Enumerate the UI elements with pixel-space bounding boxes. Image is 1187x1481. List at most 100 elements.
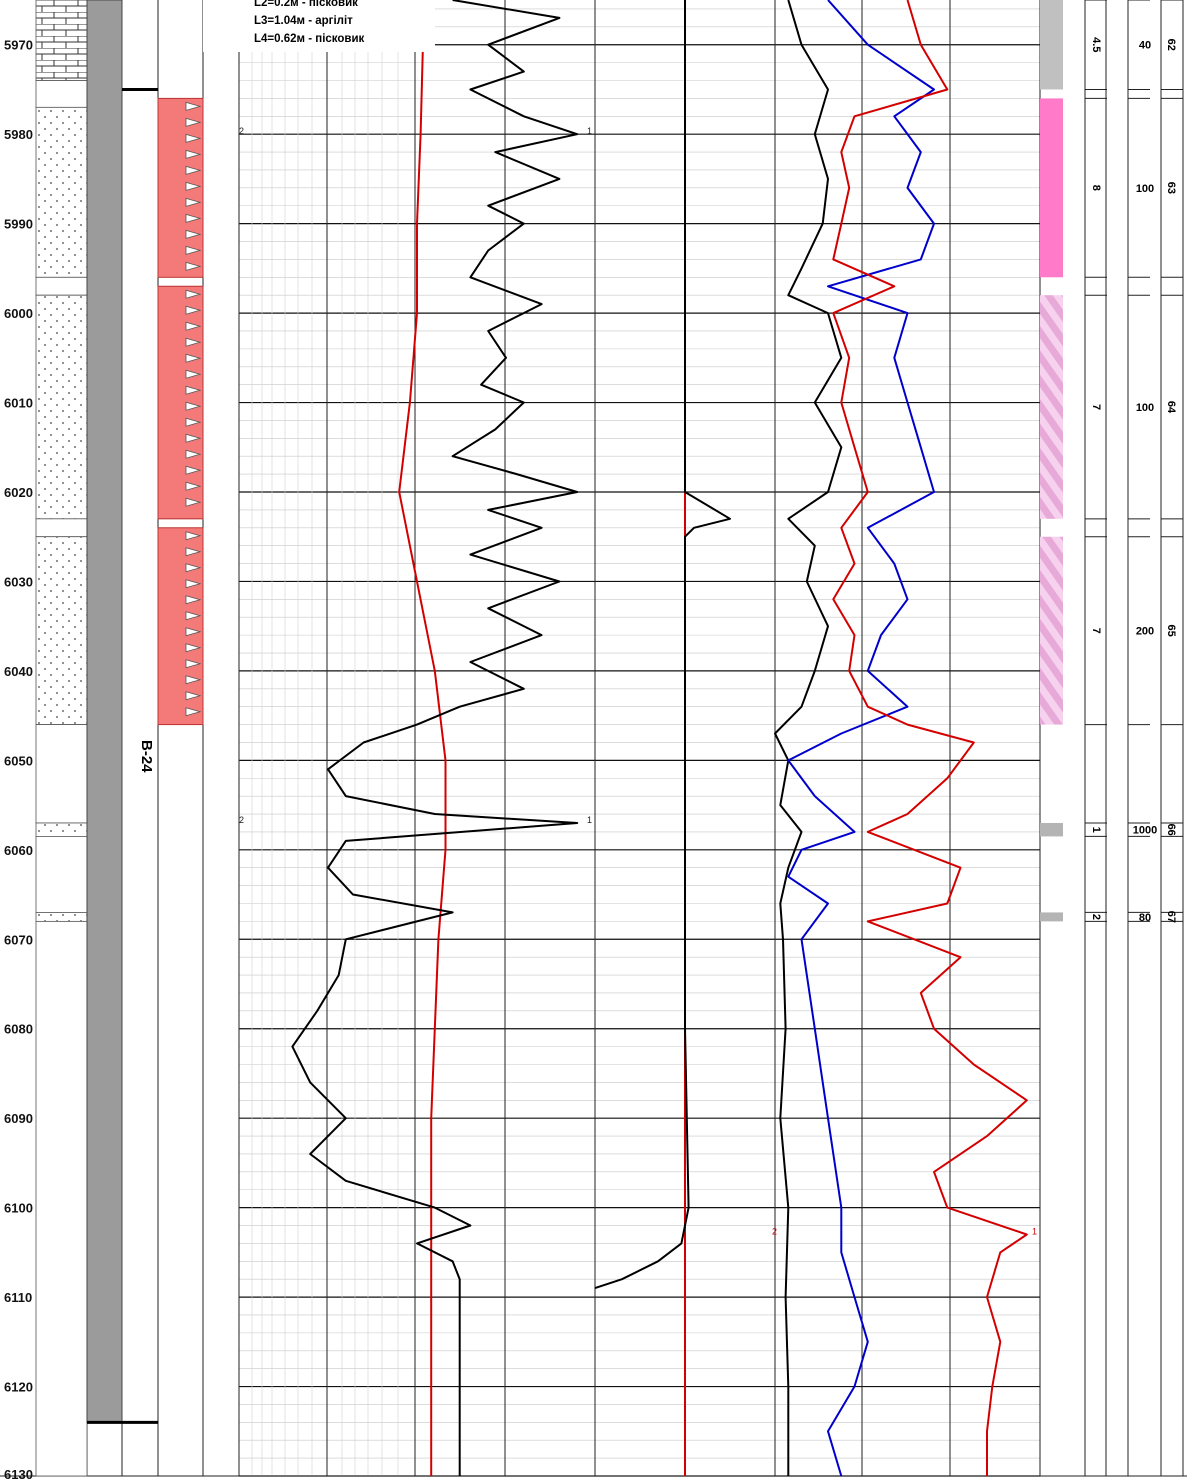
perforation-arrow [185, 213, 202, 223]
perforation-arrow [185, 691, 202, 701]
zone-number-label: 65 [1165, 625, 1177, 637]
depth-tick-label: 6000 [4, 306, 33, 321]
perforation-arrow [185, 659, 202, 669]
zone-fill [1040, 295, 1063, 519]
perforation-column [157, 97, 204, 726]
perforation-arrow [185, 337, 202, 347]
perforation-arrow [185, 229, 202, 239]
lithology-interval [35, 724, 88, 824]
perforation-arrow [185, 245, 202, 255]
zone-value-label: 1000 [1133, 825, 1157, 837]
perforation-arrow [185, 547, 202, 557]
curve-marker-label: 1 [587, 126, 592, 136]
perforation-arrow [185, 531, 202, 541]
perforation-arrow [185, 289, 202, 299]
perforation-interval [157, 285, 204, 520]
depth-tick-label: 6120 [4, 1380, 33, 1395]
perforation-arrow [185, 643, 202, 653]
depth-tick-label: 6070 [4, 932, 33, 947]
depth-tick-label: 6100 [4, 1201, 33, 1216]
zone-fill [1040, 0, 1063, 90]
lithology-interval [35, 294, 88, 520]
perforation-arrow [185, 611, 202, 621]
log-curves [291, 0, 1028, 1477]
zone-fill [1040, 536, 1063, 725]
lithology-interval [35, 276, 88, 296]
lithology-interval [35, 0, 88, 81]
depth-tick-label: 6130 [4, 1467, 33, 1481]
depth-tick-label: 6060 [4, 843, 33, 858]
zone-number-label: 63 [1165, 182, 1177, 194]
well-label: B-24 [138, 740, 155, 773]
log-curve [832, 0, 1028, 1476]
perforation-arrow [185, 433, 202, 443]
zone-thickness-label: 7 [1090, 628, 1102, 634]
perforation-arrow [185, 117, 202, 127]
casing-bar [86, 0, 123, 1423]
perforation-arrow [185, 417, 202, 427]
depth-tick-label: 6010 [4, 396, 33, 411]
perforation-arrow [185, 261, 202, 271]
zone-value-label: 200 [1136, 626, 1154, 638]
perforation-arrow [185, 165, 202, 175]
depth-tick-label: 6110 [4, 1290, 32, 1305]
perforation-arrow [185, 481, 202, 491]
zone-number-label: 67 [1165, 911, 1177, 923]
curve-marker-label: 2 [239, 815, 244, 825]
zone-fill [1040, 98, 1063, 278]
perforation-arrow [185, 563, 202, 573]
depth-tick-label: 6040 [4, 664, 33, 679]
depth-tick-label: 5990 [4, 217, 33, 232]
zone-thickness-label: 7 [1090, 404, 1102, 410]
curve-marker-label: 2 [772, 1226, 777, 1236]
depth-axis: 5970 5980 5990 6000 6010 6020 6030 6040 6050 6060… [4, 38, 33, 1481]
curve-marker-label: 1 [587, 815, 592, 825]
zone-thickness-label: 8 [1090, 185, 1102, 191]
zone-number-label: 66 [1165, 824, 1177, 836]
perforation-arrow [185, 627, 202, 637]
lithology-column [35, 0, 239, 1477]
zone-thickness-label: 4.5 [1090, 37, 1102, 52]
log-curve [787, 0, 935, 1477]
depth-tick-label: 5980 [4, 127, 33, 142]
log-curve [291, 0, 579, 1476]
zone-thickness-label: 1 [1090, 827, 1102, 833]
zone-number-label: 62 [1165, 39, 1177, 51]
lithology-interval [35, 80, 88, 108]
log-curve [398, 0, 447, 1476]
perforation-arrow [185, 197, 202, 207]
perforation-arrow [185, 595, 202, 605]
zone-value-label: 80 [1139, 912, 1151, 924]
depth-tick-label: 6030 [4, 574, 33, 589]
depth-tick-label: 6090 [4, 1111, 33, 1126]
depth-tick-label: 5970 [4, 38, 33, 53]
zone-thickness-label: 2 [1090, 914, 1102, 920]
perforation-arrow [185, 353, 202, 363]
lithology-interval [35, 920, 88, 1477]
note-line: L2=0.2м - пісковик [254, 0, 358, 9]
lithology-interval [35, 536, 88, 725]
perforation-arrow [185, 101, 202, 111]
lithology-interval [35, 518, 88, 538]
lithology-interval [35, 822, 88, 837]
zone-fill [1040, 822, 1063, 837]
perforation-arrow [185, 181, 202, 191]
note-line: L4=0.62м - пісковик [254, 33, 365, 45]
perforation-arrow [185, 321, 202, 331]
log-curve [594, 0, 731, 1290]
lithology-interval [35, 106, 88, 278]
perforation-arrow [185, 305, 202, 315]
perforation-arrow [185, 369, 202, 379]
perforation-arrow [185, 133, 202, 143]
perforation-interval [157, 527, 204, 726]
notes-block: L2=0.2м - пісковик L3=1.04м - аргіліт L4… [203, 0, 435, 52]
perforation-arrow [185, 497, 202, 507]
log-curve [774, 0, 843, 1476]
perforation-arrow [185, 401, 202, 411]
perforation-arrow [185, 385, 202, 395]
zone-value-label: 100 [1136, 402, 1154, 414]
perforation-arrow [185, 579, 202, 589]
perforation-arrow [185, 707, 202, 717]
curve-markers: 2 1 2 1 2 1 [239, 126, 1037, 1236]
